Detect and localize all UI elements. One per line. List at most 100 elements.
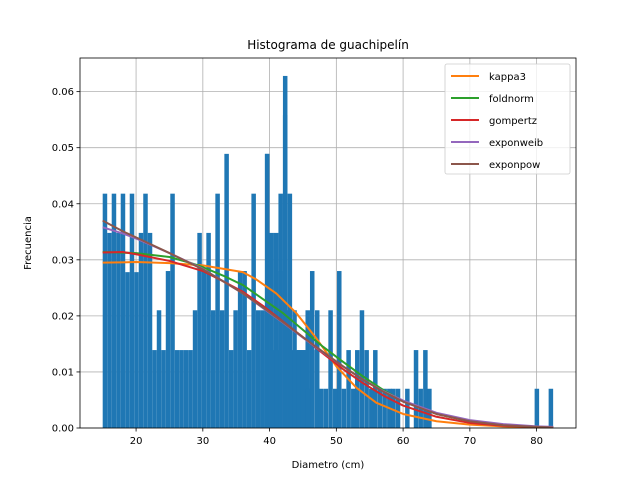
y-tick-label: 0.03 xyxy=(52,255,74,266)
histogram-bar xyxy=(296,350,302,428)
histogram-bar xyxy=(179,350,184,428)
y-tick-label: 0.02 xyxy=(52,311,74,322)
x-tick-label: 30 xyxy=(196,436,209,447)
histogram-bar xyxy=(427,388,432,428)
histogram-bar xyxy=(274,350,279,428)
histogram-bar xyxy=(273,232,279,428)
legend: kappa3 foldnorm gompertz exponweib exponpow xyxy=(444,63,571,175)
y-tick-label: 0.00 xyxy=(52,424,74,435)
histogram-bar xyxy=(188,350,193,428)
histogram-bar xyxy=(183,350,189,428)
histogram-bar xyxy=(300,350,306,428)
histogram-bar xyxy=(269,232,274,428)
histogram-bar xyxy=(309,271,315,428)
histogram-bar xyxy=(174,350,180,428)
histogram-bar xyxy=(269,350,275,428)
histogram-bar xyxy=(138,232,144,428)
histogram-bar xyxy=(310,350,315,428)
y-tick-label: 0.01 xyxy=(52,367,74,378)
histogram-bar xyxy=(423,350,428,428)
histogram-bar xyxy=(548,388,554,428)
histogram-bar xyxy=(333,388,338,428)
histogram-bar xyxy=(260,350,265,428)
histogram-bar xyxy=(197,232,202,428)
histogram-bar xyxy=(346,350,351,428)
histogram-bar xyxy=(170,193,175,428)
plot-frame xyxy=(79,57,577,429)
histogram-bar xyxy=(210,310,216,428)
histogram-bar xyxy=(116,232,121,428)
legend-box xyxy=(444,63,571,175)
histogram-bar xyxy=(341,388,347,428)
histogram-bar xyxy=(120,193,126,428)
histogram-bar xyxy=(264,153,270,428)
histogram-bar xyxy=(192,310,198,428)
histogram-bar xyxy=(373,350,378,428)
legend-label: gompertz xyxy=(489,116,537,127)
histogram-bar xyxy=(305,310,310,428)
histogram-bar xyxy=(152,350,157,428)
histogram-bar xyxy=(292,310,297,428)
histogram-bar xyxy=(134,272,139,428)
y-tick-label: 0.06 xyxy=(52,87,74,98)
series-line-kappa3 xyxy=(102,261,554,429)
x-tick-label: 40 xyxy=(263,436,276,447)
y-tick-label: 0.04 xyxy=(52,199,74,210)
histogram-bar xyxy=(351,388,356,428)
histogram-bar xyxy=(318,388,324,428)
histogram-bar xyxy=(228,350,234,428)
y-tick-label: 0.05 xyxy=(52,143,74,154)
histogram-bar xyxy=(237,271,243,428)
histogram-bar xyxy=(165,271,171,428)
histogram-bar xyxy=(359,310,365,428)
histogram-bar xyxy=(242,271,247,428)
histogram-bar xyxy=(364,350,369,428)
histogram-bar xyxy=(224,153,229,428)
histogram-bar xyxy=(107,232,112,428)
histogram-bar xyxy=(111,193,117,428)
histogram-bar xyxy=(219,310,225,428)
histogram-bar xyxy=(215,193,220,428)
histogram-bar xyxy=(282,115,288,428)
histogram-bar xyxy=(251,193,256,428)
histogram-bar xyxy=(305,388,311,428)
histogram-bar xyxy=(413,350,419,428)
histogram-bar xyxy=(156,310,162,428)
histogram-bar xyxy=(125,272,130,428)
histogram-bar xyxy=(102,193,108,428)
x-tick-label: 50 xyxy=(330,436,343,447)
chart-title: Histograma de guachipelín xyxy=(247,38,409,52)
x-axis-title: Diametro (cm) xyxy=(292,460,365,471)
histogram-bar xyxy=(395,388,401,428)
legend-label: foldnorm xyxy=(489,94,534,105)
histogram-bar xyxy=(129,193,135,428)
histogram-bar xyxy=(161,350,166,428)
fit-curves xyxy=(102,219,554,429)
y-axis-title: Frecuencia xyxy=(23,216,34,270)
histogram-bar xyxy=(278,271,283,428)
histogram-bar xyxy=(323,388,329,428)
x-tick-label: 20 xyxy=(130,436,143,447)
histogram-bar xyxy=(369,388,374,428)
histogram-bar xyxy=(534,388,540,428)
histogram-bar xyxy=(337,271,342,428)
axis-ticks: 20 30 40 50 60 70 80 0.00 0.01 0.02 0.03 0.04 0.05 0.… xyxy=(52,87,543,447)
histogram-bar xyxy=(382,388,387,428)
histogram-bar xyxy=(377,388,383,428)
series-line-exponpow xyxy=(102,219,554,429)
legend-label: kappa3 xyxy=(489,72,526,83)
x-tick-label: 80 xyxy=(530,436,543,447)
histogram-bar xyxy=(391,388,396,428)
histogram-bar xyxy=(233,310,238,428)
legend-label: exponpow xyxy=(489,160,540,171)
histogram-bar xyxy=(246,350,252,428)
x-tick-label: 60 xyxy=(397,436,410,447)
histogram-bar xyxy=(287,193,293,428)
histogram-bar xyxy=(328,310,333,428)
histogram-bar xyxy=(255,310,261,428)
x-tick-label: 70 xyxy=(463,436,476,447)
histogram-bar xyxy=(314,310,320,428)
histogram-bar xyxy=(147,232,153,428)
